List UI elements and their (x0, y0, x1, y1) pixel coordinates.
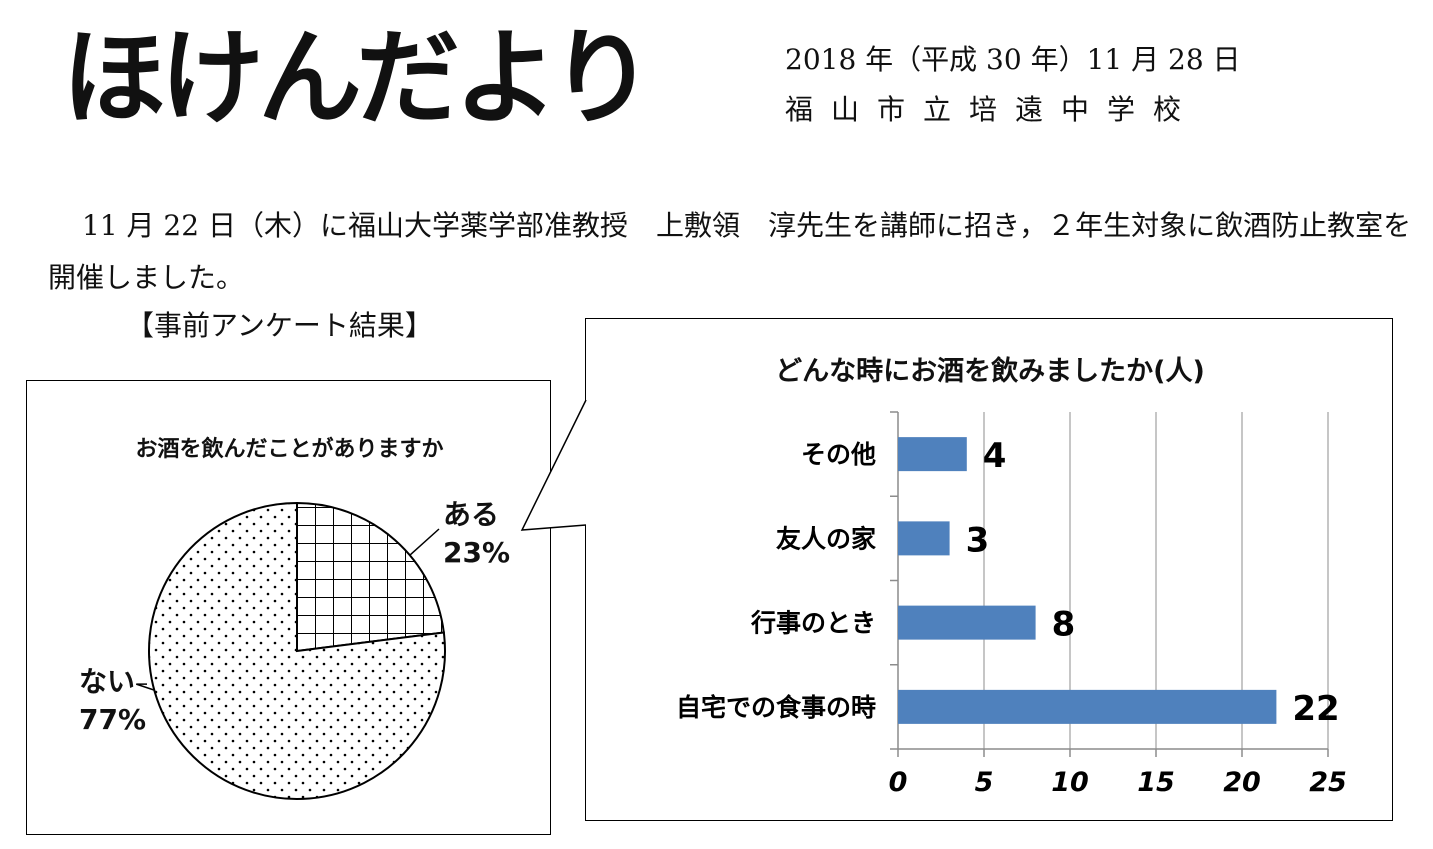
x-tick-label: 0 (889, 767, 908, 798)
intro-text: 11 月 22 日（木）に福山大学薬学部准教授 上敷領 淳先生を講師に招き，２年… (48, 209, 1412, 294)
value-label: 3 (966, 520, 990, 560)
bar-chart-title: どんな時にお酒を飲みましたか(人) (775, 356, 1205, 387)
pie-chart-panel: お酒を飲んだことがありますか ある 23% ない 77% (26, 380, 551, 835)
pie-label-yes: ある 23% (443, 496, 510, 572)
x-tick-label: 15 (1137, 767, 1175, 798)
category-label: その他 (801, 440, 876, 469)
value-label: 22 (1292, 689, 1339, 729)
pie-slice-no (148, 501, 446, 800)
intro-paragraph: 11 月 22 日（木）に福山大学薬学部准教授 上敷領 淳先生を講師に招き，２年… (48, 200, 1423, 304)
value-label: 4 (983, 436, 1007, 476)
pie-label-no-text: ない (79, 665, 136, 698)
pie-label-yes-percent: 23% (443, 536, 511, 569)
x-tick-label: 20 (1223, 767, 1261, 798)
x-tick-label: 25 (1309, 767, 1347, 798)
survey-heading: 【事前アンケート結果】 (126, 309, 433, 342)
pie-chart (136, 501, 446, 800)
school-name: 福山市立培遠中学校 (785, 93, 1200, 126)
bar (898, 605, 1036, 640)
issue-date: 2018 年（平成 30 年）11 月 28 日 (785, 43, 1241, 76)
pie-slice-yes (296, 501, 445, 653)
bar-chart: 0 5 10 15 20 25 その他 4 友人の家 3 行事のとき 8 自宅での食事の時 22 (676, 411, 1347, 798)
bar-chart-panel: どんな時にお酒を飲みましたか(人) 0 5 10 15 20 25 その他 4 友人の家 3 行事の… (585, 318, 1393, 821)
x-tick-label: 10 (1051, 767, 1089, 798)
value-label: 8 (1052, 605, 1076, 645)
pie-chart-title: お酒を飲んだことがありますか (135, 437, 444, 462)
pie-label-no-percent: 77% (79, 703, 147, 736)
category-label: 友人の家 (776, 524, 876, 553)
newsletter-title: ほけんだより (62, 17, 654, 139)
category-label: 行事のとき (750, 609, 876, 638)
pie-label-no: ない 77% (79, 663, 146, 739)
bar (898, 521, 950, 556)
bar (898, 689, 1277, 724)
x-tick-label: 5 (975, 767, 994, 798)
category-label: 自宅での食事の時 (676, 693, 876, 722)
pie-label-yes-text: ある (443, 498, 500, 531)
bar (898, 437, 967, 472)
